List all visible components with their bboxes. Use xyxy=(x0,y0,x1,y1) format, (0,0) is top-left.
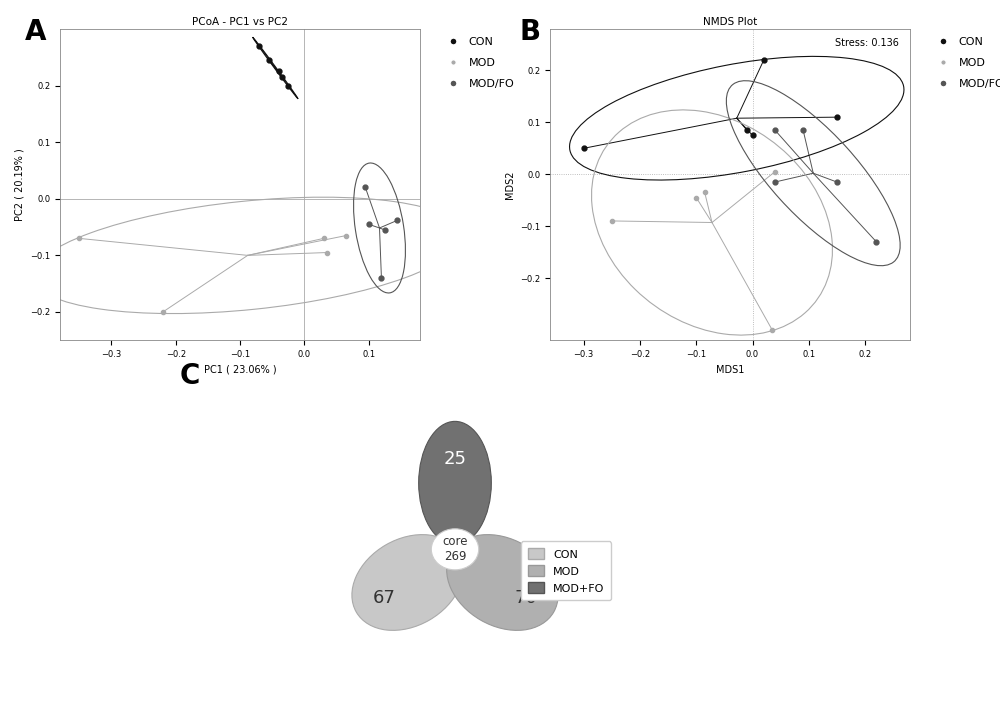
Ellipse shape xyxy=(352,534,463,631)
X-axis label: MDS1: MDS1 xyxy=(716,365,744,374)
Text: 67: 67 xyxy=(372,589,395,607)
Legend: CON, MOD, MOD+FO: CON, MOD, MOD+FO xyxy=(521,542,611,600)
Ellipse shape xyxy=(431,529,479,570)
Ellipse shape xyxy=(447,534,558,631)
Text: A: A xyxy=(25,18,46,46)
Text: 25: 25 xyxy=(444,450,466,468)
Text: 70: 70 xyxy=(515,589,537,607)
Y-axis label: MDS2: MDS2 xyxy=(505,170,515,199)
Text: Stress: 0.136: Stress: 0.136 xyxy=(835,38,899,49)
Legend: CON, MOD, MOD/FO: CON, MOD, MOD/FO xyxy=(440,35,517,91)
Text: core
269: core 269 xyxy=(442,535,468,563)
Title: NMDS Plot: NMDS Plot xyxy=(703,17,757,27)
Ellipse shape xyxy=(419,421,491,544)
Legend: CON, MOD, MOD/FO: CON, MOD, MOD/FO xyxy=(930,35,1000,91)
Text: C: C xyxy=(180,362,200,390)
Text: B: B xyxy=(520,18,541,46)
Title: PCoA - PC1 vs PC2: PCoA - PC1 vs PC2 xyxy=(192,17,288,27)
Y-axis label: PC2 ( 20.19% ): PC2 ( 20.19% ) xyxy=(15,148,25,221)
X-axis label: PC1 ( 23.06% ): PC1 ( 23.06% ) xyxy=(204,365,276,374)
